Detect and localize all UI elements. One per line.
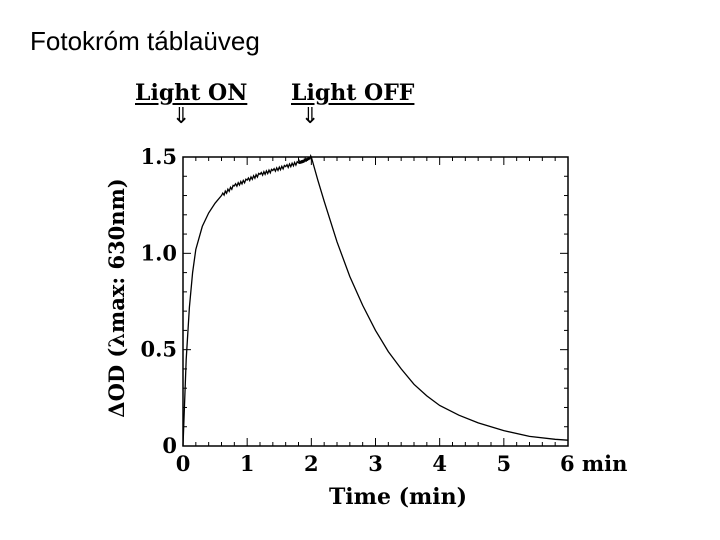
light-off-arrow-icon: ⇓ <box>301 104 320 129</box>
x-tick-label: 3 <box>368 451 383 476</box>
x-tick-label: 4 <box>432 451 447 476</box>
y-tick-label: 1.5 <box>140 144 177 169</box>
x-tick-label: 0 <box>176 451 191 476</box>
y-tick-label: 0 <box>162 433 177 458</box>
x-axis-label: Time (min) <box>329 484 467 510</box>
y-tick-label: 0.5 <box>140 337 177 362</box>
light-on-label: Light ON <box>135 80 248 106</box>
slide-title: Fotokróm táblaüveg <box>30 26 260 56</box>
tick-labels: 0 1 2 3 4 5 6 min 0 0.5 1.0 1.5 <box>140 144 627 476</box>
series-line <box>182 154 569 447</box>
ticks <box>182 156 569 447</box>
x-tick-label: 6 min <box>560 451 627 476</box>
x-tick-label: 2 <box>304 451 319 476</box>
light-on-arrow-icon: ⇓ <box>172 104 191 129</box>
y-tick-label: 1.0 <box>140 240 177 265</box>
light-off-label: Light OFF <box>291 80 415 106</box>
y-axis-label: ΔOD (λmax: 630nm) <box>104 178 129 417</box>
x-tick-label: 5 <box>497 451 512 476</box>
x-tick-label: 1 <box>240 451 255 476</box>
plot-frame <box>182 156 569 447</box>
